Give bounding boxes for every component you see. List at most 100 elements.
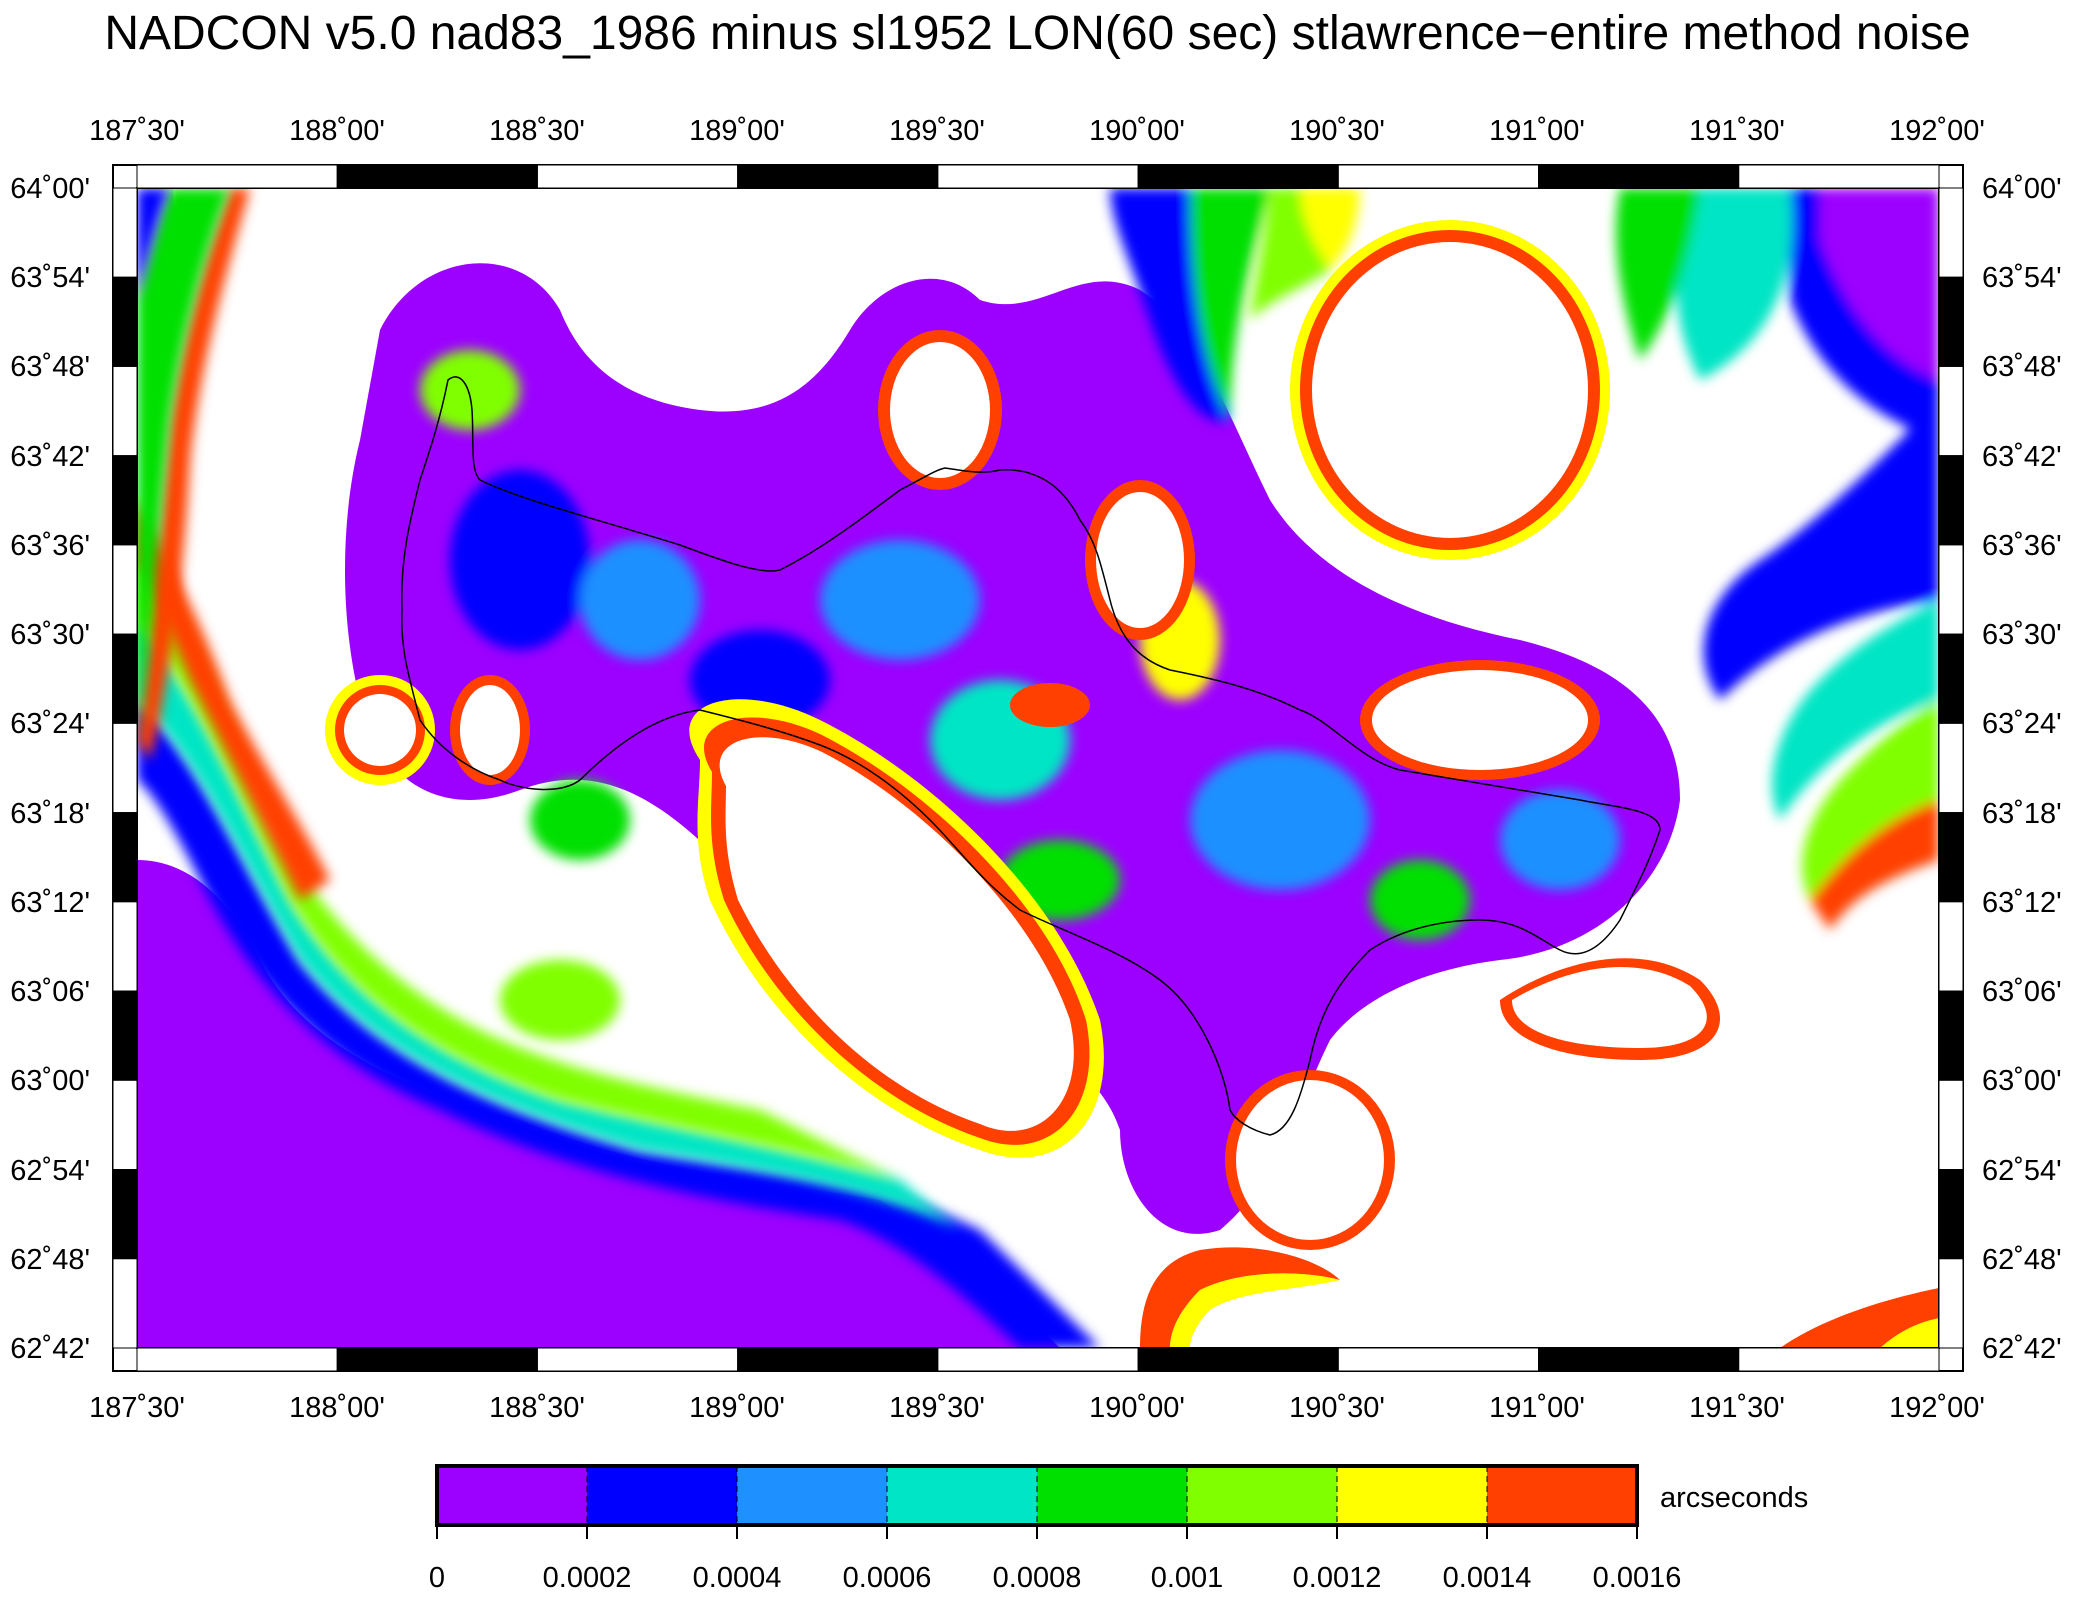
lat-border-segment: [1938, 187, 1964, 278]
colorbar-unit-label: arcseconds: [1660, 1482, 1808, 1514]
lat-label: 62˚54': [10, 1155, 90, 1187]
lat-label: 63˚36': [10, 530, 90, 562]
colorbar-swatch: [1337, 1466, 1487, 1525]
lon-label: 191˚30': [1689, 115, 1785, 147]
lat-border-segment: [112, 187, 138, 278]
lat-label: 63˚12': [10, 887, 90, 919]
lat-border-segment: [112, 455, 138, 546]
colorbar-swatch: [1187, 1466, 1337, 1525]
lat-label: 63˚36': [1982, 530, 2062, 562]
colorbar-swatch: [887, 1466, 1037, 1525]
lat-border-segment: [1938, 812, 1964, 903]
lon-label: 187˚30': [89, 115, 185, 147]
colorbar-tick-label: 0.0006: [843, 1562, 932, 1594]
lat-label: 63˚54': [10, 262, 90, 294]
lat-label: 63˚24': [1982, 708, 2062, 740]
lon-border-segment: [1337, 164, 1540, 189]
lat-border-segment: [1938, 1169, 1964, 1260]
lon-border-segment: [1738, 164, 1940, 189]
noise-field: [137, 188, 1939, 1348]
lat-border-segment: [1938, 1258, 1964, 1349]
lon-label: 189˚00': [689, 115, 785, 147]
lat-border-segment: [112, 1169, 138, 1260]
lat-label: 63˚00': [10, 1065, 90, 1097]
lat-label: 64˚00': [1982, 173, 2062, 205]
colorbar-tick-label: 0.0012: [1293, 1562, 1382, 1594]
lon-label: 192˚00': [1889, 1392, 1985, 1424]
field-region-lowwest: [137, 860, 1060, 1348]
lon-border-segment: [1137, 164, 1339, 189]
lat-label: 63˚54': [1982, 262, 2062, 294]
colorbar-tick-label: 0.001: [1151, 1562, 1224, 1594]
lat-border-segment: [1938, 633, 1964, 724]
lon-label: 188˚00': [289, 115, 385, 147]
lon-border-segment: [536, 164, 739, 189]
colorbar-tick-label: 0.0014: [1443, 1562, 1532, 1594]
colorbar-swatch: [1487, 1466, 1637, 1525]
lat-border-segment: [112, 276, 138, 367]
lat-label: 63˚30': [1982, 619, 2062, 651]
lat-border-segment: [112, 544, 138, 635]
lon-border-segment: [737, 1347, 939, 1372]
lon-border-segment: [1137, 1347, 1339, 1372]
lon-label: 188˚30': [489, 1392, 585, 1424]
colorbar-tick-label: 0.0008: [993, 1562, 1082, 1594]
lon-border-segment: [336, 164, 538, 189]
lat-label: 63˚24': [10, 708, 90, 740]
lat-border-segment: [1938, 1079, 1964, 1171]
lon-border-segment: [336, 1347, 538, 1372]
lon-label: 188˚00': [289, 1392, 385, 1424]
lon-border-segment: [1738, 1347, 1940, 1372]
lon-label: 187˚30': [89, 1392, 185, 1424]
border-bands-lat: [112, 187, 1964, 1349]
colorbar-swatch: [437, 1466, 587, 1525]
colorbar-tick-label: 0.0004: [693, 1562, 782, 1594]
lat-border-segment: [112, 1079, 138, 1171]
lat-border-segment: [1938, 544, 1964, 635]
lat-border-segment: [112, 365, 138, 457]
lon-label: 188˚30': [489, 115, 585, 147]
lat-border-segment: [1938, 901, 1964, 992]
lon-label: 191˚00': [1489, 115, 1585, 147]
lon-border-segment: [536, 1347, 739, 1372]
lat-label: 62˚42': [10, 1333, 90, 1365]
lat-label: 63˚18': [1982, 798, 2062, 830]
lon-label: 191˚30': [1689, 1392, 1785, 1424]
lat-border-segment: [1938, 990, 1964, 1081]
lat-label: 63˚06': [1982, 976, 2062, 1008]
lon-border-segment: [737, 164, 939, 189]
lat-label: 63˚30': [10, 619, 90, 651]
border-bands-lon: [136, 164, 1940, 1372]
lon-border-segment: [136, 164, 338, 189]
lat-label: 62˚54': [1982, 1155, 2062, 1187]
colorbar-tick-label: 0.0016: [1593, 1562, 1682, 1594]
lat-labels-left: 64˚00' 63˚54' 63˚48' 63˚42' 63˚36' 63˚30…: [10, 173, 90, 1365]
lat-label: 63˚48': [10, 351, 90, 383]
lat-label: 63˚48': [1982, 351, 2062, 383]
lon-label: 191˚00': [1489, 1392, 1585, 1424]
colorbar: 0 0.0002 0.0004 0.0006 0.0008 0.001 0.0012 0.00…: [429, 1464, 1808, 1594]
lon-border-segment: [1538, 1347, 1740, 1372]
lat-label: 63˚42': [1982, 441, 2062, 473]
lon-border-segment: [136, 1347, 338, 1372]
lon-label: 189˚30': [889, 115, 985, 147]
lat-labels-right: 64˚00' 63˚54' 63˚48' 63˚42' 63˚36' 63˚30…: [1982, 173, 2062, 1365]
lon-labels-bottom: 187˚30' 188˚00' 188˚30' 189˚00' 189˚30' …: [89, 1392, 1985, 1424]
lat-label: 63˚12': [1982, 887, 2062, 919]
lat-label: 63˚18': [10, 798, 90, 830]
lat-label: 62˚48': [1982, 1244, 2062, 1276]
lat-border-segment: [112, 1258, 138, 1349]
lat-border-segment: [112, 990, 138, 1081]
lat-border-segment: [112, 722, 138, 814]
lon-border-segment: [1538, 164, 1740, 189]
lon-border-segment: [1337, 1347, 1540, 1372]
field-holes: [325, 220, 1720, 1250]
lat-border-segment: [1938, 455, 1964, 546]
lat-label: 62˚42': [1982, 1333, 2062, 1365]
lon-label: 189˚30': [889, 1392, 985, 1424]
lon-border-segment: [937, 164, 1139, 189]
lat-border-segment: [112, 812, 138, 903]
lat-label: 64˚00': [10, 173, 90, 205]
lon-label: 190˚30': [1289, 1392, 1385, 1424]
colorbar-swatch: [737, 1466, 887, 1525]
